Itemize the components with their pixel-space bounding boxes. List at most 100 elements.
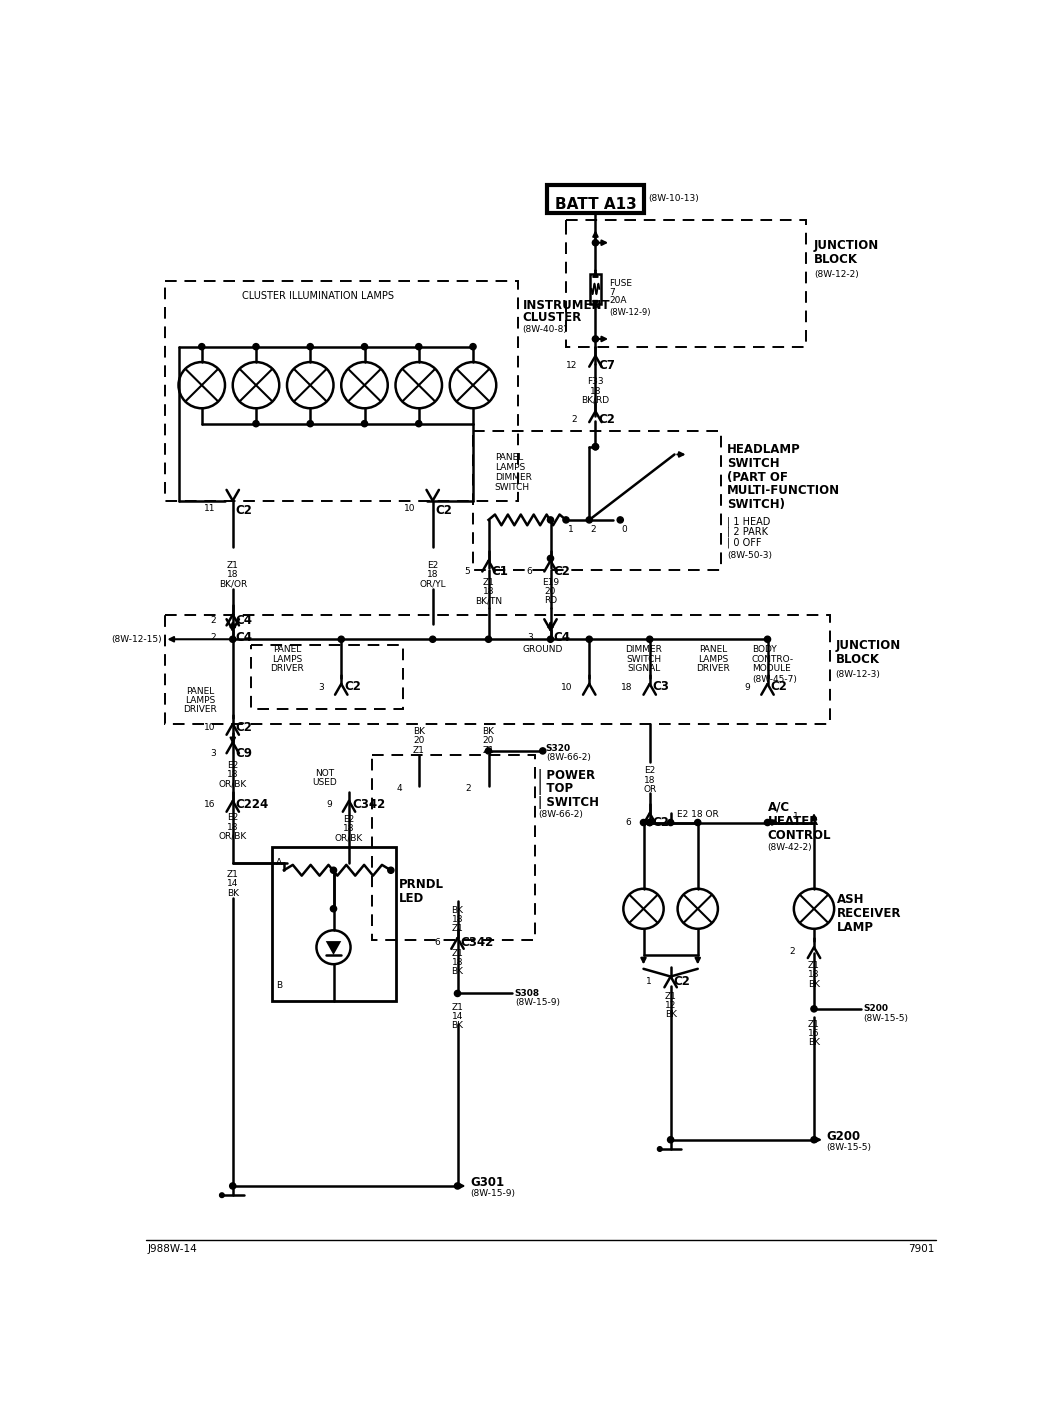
Text: (8W-42-2): (8W-42-2): [768, 842, 812, 852]
Circle shape: [617, 517, 623, 523]
Text: (8W-66-2): (8W-66-2): [539, 810, 583, 820]
Text: OR/YL: OR/YL: [419, 579, 446, 588]
Text: 3: 3: [319, 682, 324, 691]
Text: DIMMER: DIMMER: [625, 646, 662, 654]
Text: C2: C2: [436, 504, 453, 517]
Circle shape: [547, 636, 553, 643]
Text: 1: 1: [567, 524, 573, 534]
Circle shape: [388, 868, 394, 873]
Text: CONTROL: CONTROL: [768, 828, 831, 842]
Text: A: A: [277, 858, 282, 868]
Text: 6: 6: [625, 818, 631, 827]
Text: SWITCH: SWITCH: [494, 483, 530, 492]
Text: C7: C7: [599, 359, 616, 373]
Circle shape: [667, 820, 674, 825]
Text: | TOP: | TOP: [539, 783, 573, 796]
Circle shape: [338, 636, 344, 643]
Text: 18: 18: [483, 586, 494, 596]
Text: Z1: Z1: [808, 1020, 819, 1029]
Text: 18: 18: [343, 824, 355, 834]
Text: 20: 20: [483, 736, 494, 745]
Circle shape: [361, 421, 367, 427]
Text: (8W-15-9): (8W-15-9): [515, 998, 560, 1007]
Text: 2: 2: [590, 524, 597, 534]
Text: BK: BK: [452, 906, 464, 914]
Text: PANEL: PANEL: [494, 454, 523, 462]
Circle shape: [667, 1136, 674, 1143]
Circle shape: [646, 820, 653, 825]
Text: BK: BK: [227, 889, 239, 897]
Circle shape: [307, 421, 314, 427]
Text: E19: E19: [542, 578, 559, 586]
Text: (8W-12-2): (8W-12-2): [814, 270, 859, 278]
Text: BK/OR: BK/OR: [219, 579, 247, 588]
Text: LAMPS: LAMPS: [698, 654, 729, 664]
Bar: [251, 646, 403, 708]
Text: 2: 2: [210, 616, 215, 625]
Circle shape: [416, 421, 421, 427]
Text: OR/BK: OR/BK: [219, 832, 247, 841]
Text: 18: 18: [227, 770, 239, 779]
Text: 1: 1: [793, 812, 798, 821]
Text: 18: 18: [621, 682, 633, 691]
Text: C342: C342: [460, 937, 494, 950]
Text: 9: 9: [744, 682, 751, 691]
Text: 4: 4: [396, 784, 401, 793]
Text: PANEL: PANEL: [699, 646, 728, 654]
Text: (8W-12-3): (8W-12-3): [835, 670, 881, 680]
Text: C224: C224: [235, 797, 269, 811]
Text: C4: C4: [235, 632, 252, 644]
Text: BK: BK: [413, 728, 425, 736]
Text: 2: 2: [571, 415, 577, 424]
Text: (8W-12-9): (8W-12-9): [609, 308, 650, 317]
Text: F33: F33: [587, 377, 604, 387]
Circle shape: [765, 820, 771, 825]
Bar: [590, 274, 601, 304]
Text: Z1: Z1: [227, 561, 239, 569]
Text: C2: C2: [599, 414, 616, 427]
Text: BK: BK: [664, 1010, 677, 1019]
Text: E2: E2: [227, 814, 239, 822]
Text: 18: 18: [452, 916, 464, 924]
Text: 2: 2: [210, 633, 215, 643]
Text: (8W-50-3): (8W-50-3): [728, 551, 772, 561]
Text: 18: 18: [808, 971, 819, 979]
Text: DRIVER: DRIVER: [270, 664, 304, 673]
Circle shape: [331, 906, 337, 911]
Circle shape: [592, 444, 599, 449]
Text: C2: C2: [235, 504, 252, 517]
Text: C4: C4: [235, 613, 252, 626]
Text: (8W-40-8): (8W-40-8): [523, 325, 567, 333]
Circle shape: [470, 343, 476, 350]
Circle shape: [416, 343, 421, 350]
Text: S200: S200: [864, 1005, 888, 1013]
Bar: [271, 848, 396, 1002]
Text: LAMP: LAMP: [837, 921, 874, 934]
Text: 7901: 7901: [908, 1243, 935, 1253]
Text: C2: C2: [553, 565, 570, 578]
Text: RECEIVER: RECEIVER: [837, 907, 902, 920]
Text: Z1: Z1: [227, 870, 239, 879]
Text: 5: 5: [465, 567, 470, 577]
Text: NOT: NOT: [315, 769, 334, 777]
Text: Z1: Z1: [483, 746, 494, 755]
Text: A/C: A/C: [768, 801, 790, 814]
Text: BK: BK: [483, 728, 494, 736]
Text: 0: 0: [622, 524, 627, 534]
Circle shape: [592, 240, 599, 246]
Text: HEADLAMP: HEADLAMP: [728, 442, 800, 456]
Text: 6: 6: [526, 567, 532, 577]
Text: C2: C2: [344, 681, 361, 694]
Circle shape: [563, 517, 569, 523]
Text: S308: S308: [515, 989, 540, 998]
Text: J988W-14: J988W-14: [148, 1243, 197, 1253]
Circle shape: [252, 343, 259, 350]
Text: C342: C342: [352, 797, 385, 811]
Text: | SWITCH: | SWITCH: [539, 797, 599, 810]
Text: 1: 1: [646, 976, 652, 986]
Text: Z1: Z1: [413, 746, 425, 755]
Text: 10: 10: [404, 504, 416, 513]
Text: USED: USED: [312, 779, 337, 787]
Text: FUSE: FUSE: [609, 278, 633, 288]
Text: HEATER: HEATER: [768, 815, 818, 828]
